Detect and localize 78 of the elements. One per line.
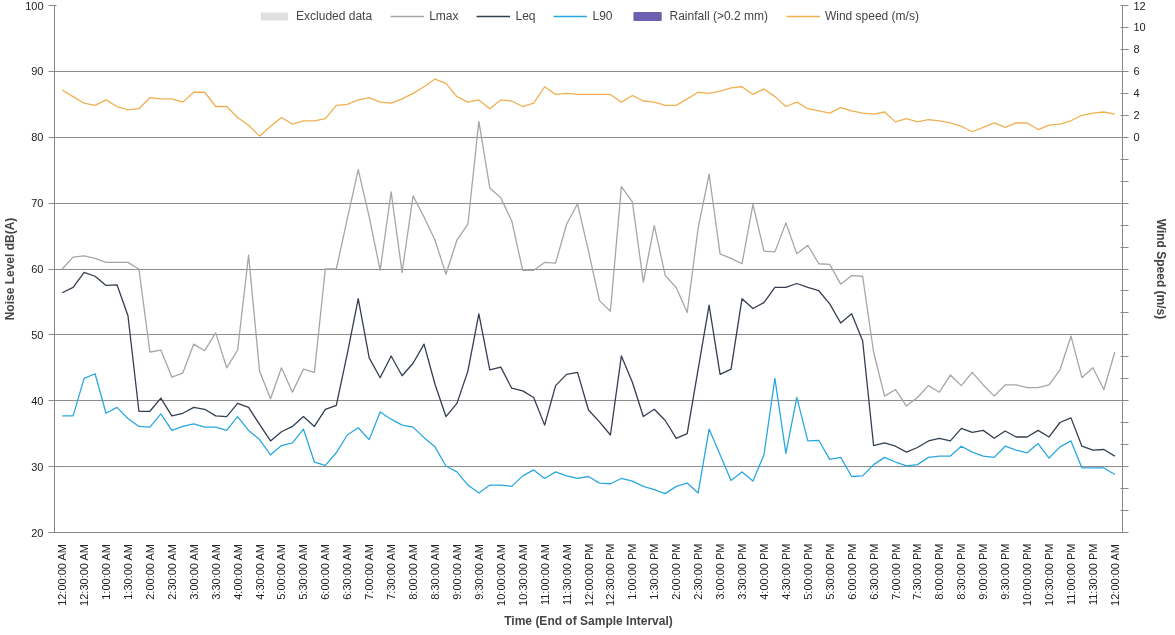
x-tick-label: 9:30:00 AM [472, 544, 485, 600]
y-tick-label: 20 [31, 526, 44, 539]
x-tick-label: 12:00:00 PM [582, 543, 595, 606]
legend-label: Excluded data [296, 9, 373, 23]
y2-tick-label: 10 [1133, 21, 1146, 34]
y-tick-label: 100 [25, 0, 44, 12]
x-tick-label: 6:00:00 PM [845, 543, 858, 600]
x-tick-label: 2:00:00 PM [670, 543, 683, 600]
x-tick-label: 9:00:00 PM [977, 543, 990, 600]
line-series [61, 373, 1116, 495]
x-tick-label: 3:00:00 AM [187, 544, 200, 600]
legend-label: Rainfall (>0.2 mm) [669, 9, 768, 23]
x-tick-label: 12:30:00 AM [78, 544, 91, 606]
x-tick-label: 7:30:00 AM [385, 544, 398, 600]
y-tick-label: 30 [31, 460, 44, 473]
y-tick-label: 70 [31, 197, 44, 210]
x-tick-label: 3:30:00 PM [736, 543, 749, 600]
x-tick-label: 8:00:00 AM [407, 544, 420, 600]
x-tick-label: 10:00:00 PM [1021, 543, 1034, 606]
y2-axis-title: Wind Speed (m/s) [1153, 218, 1168, 320]
x-tick-label: 11:00:00 PM [1064, 543, 1077, 606]
x-tick-label: 1:00:00 PM [626, 543, 639, 600]
x-tick-label: 2:00:00 AM [143, 544, 156, 600]
x-tick-label: 5:30:00 AM [297, 544, 310, 600]
x-tick-label: 8:30:00 PM [955, 543, 968, 600]
y2-tick-label: 12 [1133, 0, 1146, 12]
legend-label: L90 [592, 9, 613, 23]
x-tick-label: 3:30:00 AM [209, 544, 222, 600]
y2-tick-label: 8 [1133, 43, 1140, 56]
y2-tick-label: 4 [1133, 87, 1140, 100]
x-tick-label: 7:30:00 PM [911, 543, 924, 600]
y-tick-label: 40 [31, 394, 44, 407]
legend-label: Leq [515, 9, 536, 23]
legend-label: Lmax [429, 9, 459, 23]
x-tick-label: 9:30:00 PM [999, 543, 1012, 600]
x-tick-label: 1:30:00 AM [121, 544, 134, 600]
y2-tick-label: 2 [1133, 109, 1140, 122]
x-tick-label: 5:30:00 PM [823, 543, 836, 600]
x-tick-label: 2:30:00 AM [165, 544, 178, 600]
line-series [61, 78, 1116, 137]
x-tick-label: 4:00:00 PM [757, 543, 770, 600]
y-tick-label: 60 [31, 263, 44, 275]
x-tick-label: 9:00:00 AM [450, 544, 463, 600]
x-tick-label: 6:30:00 AM [341, 544, 354, 600]
y-tick-label: 50 [31, 328, 44, 341]
x-tick-label: 10:30:00 PM [1043, 543, 1056, 606]
y2-tick-label: 0 [1133, 131, 1140, 144]
legend-label: Wind speed (m/s) [824, 9, 919, 23]
line-series [61, 120, 1116, 407]
x-tick-label: 11:00:00 AM [538, 544, 551, 606]
y-tick-label: 80 [31, 131, 44, 144]
x-tick-label: 11:30:00 PM [1086, 543, 1099, 606]
x-tick-label: 2:30:00 PM [692, 543, 705, 600]
x-tick-label: 7:00:00 PM [889, 543, 902, 600]
line-series [61, 271, 1116, 457]
x-tick-label: 11:30:00 AM [560, 544, 573, 606]
x-tick-label: 1:00:00 AM [100, 544, 113, 600]
x-tick-label: 6:30:00 PM [867, 543, 880, 600]
x-tick-label: 6:00:00 AM [319, 544, 332, 600]
y-axis-title: Noise Level dB(A) [3, 217, 18, 321]
x-tick-label: 8:30:00 AM [428, 544, 441, 600]
x-tick-label: 10:30:00 AM [516, 544, 529, 606]
x-tick-label: 4:00:00 AM [231, 544, 244, 600]
x-tick-label: 10:00:00 AM [494, 544, 507, 606]
x-tick-label: 12:00:00 AM [1108, 544, 1121, 606]
x-tick-label: 12:00:00 AM [56, 544, 69, 606]
x-tick-label: 12:30:00 PM [604, 543, 617, 606]
y-tick-label: 90 [31, 65, 44, 78]
x-tick-label: 5:00:00 AM [275, 544, 288, 600]
x-tick-label: 4:30:00 PM [779, 543, 792, 600]
x-axis-title: Time (End of Sample Interval) [504, 613, 673, 628]
x-tick-label: 5:00:00 PM [801, 543, 814, 600]
x-tick-label: 3:00:00 PM [714, 543, 727, 600]
x-tick-label: 8:00:00 PM [933, 543, 946, 600]
x-tick-label: 1:30:00 PM [648, 543, 661, 600]
y2-tick-label: 6 [1133, 65, 1140, 78]
x-tick-label: 4:30:00 AM [253, 544, 266, 600]
x-tick-label: 7:00:00 AM [363, 544, 376, 600]
